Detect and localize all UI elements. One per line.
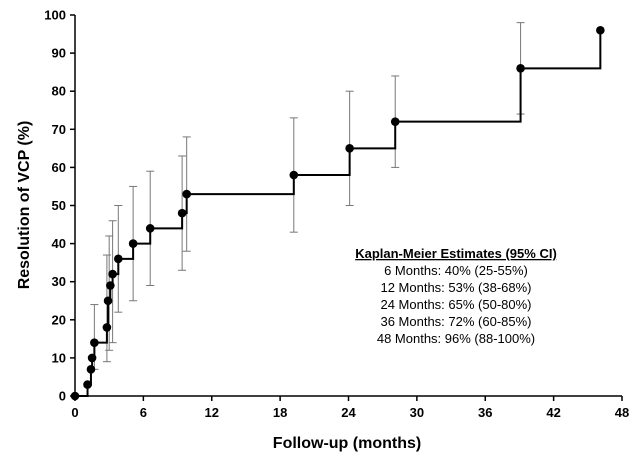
axes: 0 10 20 30 40 50 60 70 80 90 100 0 6 12 18 24 30 36 42 48 [44,8,629,421]
x-tick-label: 12 [205,405,219,420]
error-bar [105,235,114,351]
x-axis-title: Follow-up (months) [273,435,421,452]
y-axis-title: Resolution of VCP (%) [16,121,33,290]
y-tick-label: 60 [52,160,66,175]
data-point [102,323,112,332]
data-point [289,170,299,180]
data-point [182,189,191,199]
annotation-line-36mo: 36 Months: 72% (60-85%) [380,314,531,329]
x-ticks: 0 6 12 18 24 30 36 42 48 [71,396,629,420]
data-point [128,239,138,248]
data-point [390,117,400,126]
data-point [516,64,525,73]
x-tick-label: 48 [615,405,629,420]
x-tick-label: 30 [410,405,424,420]
data-point [83,380,92,389]
data-point [106,281,115,290]
y-tick-label: 70 [52,122,66,137]
y-tick-label: 20 [52,312,66,327]
y-tick-label: 80 [52,84,66,99]
annotation-line-48mo: 48 Months: 96% (88-100%) [377,331,535,346]
data-point [345,144,354,153]
annotation-line-12mo: 12 Months: 53% (38-68%) [380,280,531,295]
x-tick-label: 6 [140,405,147,420]
annotation-line-24mo: 24 Months: 65% (50-80%) [380,297,531,312]
y-tick-label: 0 [59,389,66,404]
x-tick-label: 24 [341,405,356,420]
x-tick-label: 42 [546,405,560,420]
y-ticks: 0 10 20 30 40 50 60 70 80 90 100 [44,8,75,404]
y-tick-label: 90 [52,46,66,61]
y-tick-label: 100 [44,8,66,23]
data-point [90,338,99,347]
data-point [114,254,123,264]
x-tick-label: 18 [273,405,287,420]
data-point [177,208,187,218]
data-point [86,365,96,374]
data-point [87,353,97,363]
y-tick-label: 10 [52,350,66,365]
data-point [596,25,605,35]
data-point [145,224,155,233]
y-tick-label: 40 [52,236,66,251]
y-tick-label: 30 [52,274,66,289]
data-point [108,269,117,279]
data-points [70,25,605,401]
y-tick-label: 50 [52,198,66,213]
x-tick-label: 0 [71,405,78,420]
x-tick-label: 36 [478,405,492,420]
km-estimates-annotation: Kaplan-Meier Estimates (95% CI) 6 Months… [355,246,557,346]
annotation-title: Kaplan-Meier Estimates (95% CI) [355,246,557,261]
data-point [70,391,80,401]
data-point [103,296,113,306]
annotation-line-6mo: 6 Months: 40% (25-55%) [384,263,528,278]
